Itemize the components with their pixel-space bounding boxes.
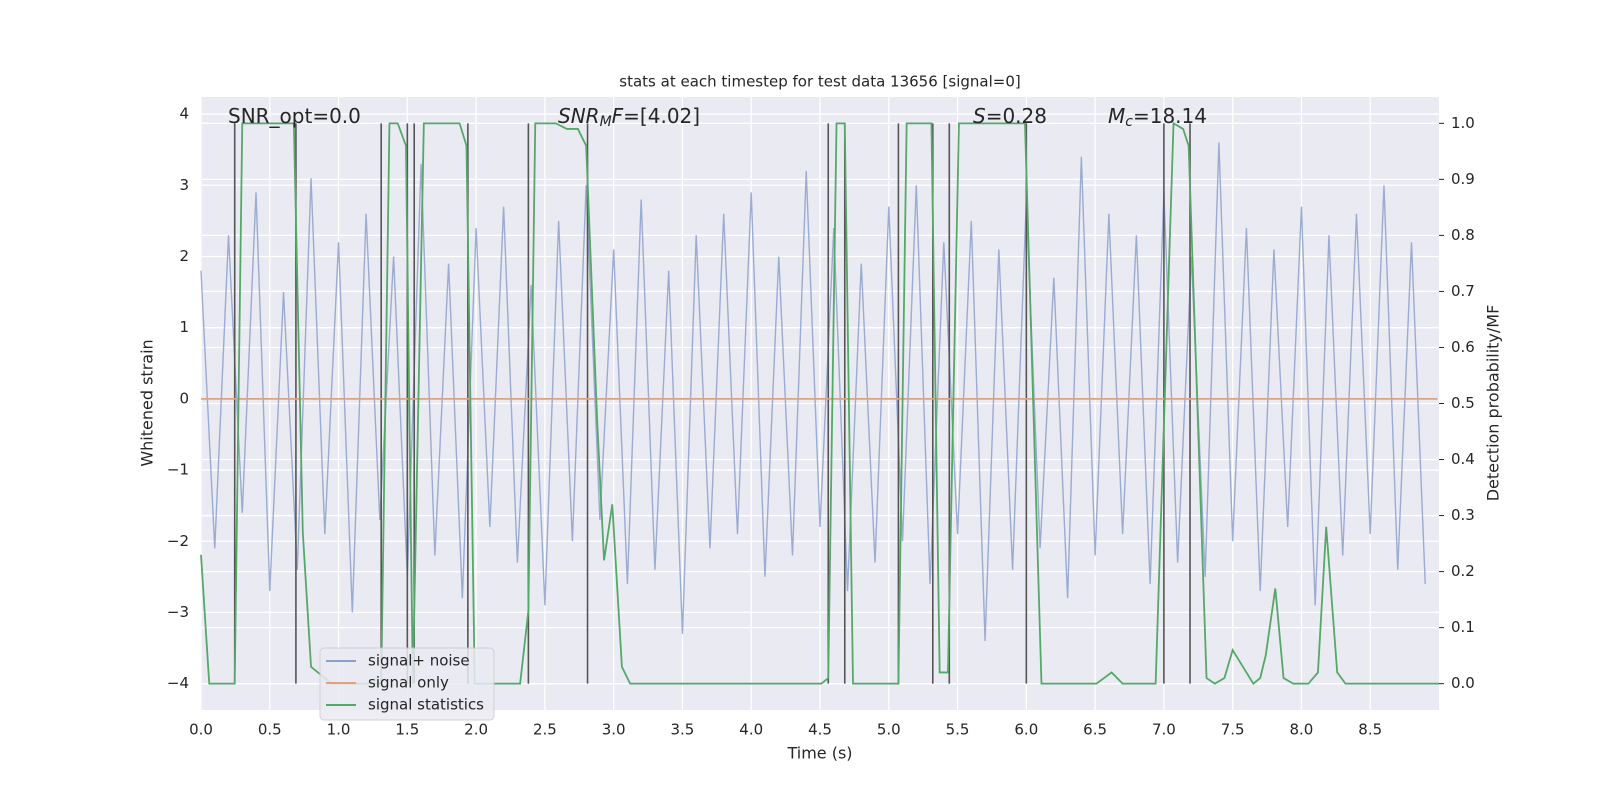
y2-tick-label: 0.1 [1451, 618, 1475, 636]
legend: signal+ noise signal only signal statistic… [319, 647, 495, 721]
y-tick-label: 2 [179, 247, 189, 265]
x-tick-label: 7.5 [1221, 721, 1245, 739]
annotation-part: c [1125, 114, 1133, 130]
y-tick-label: 3 [179, 176, 189, 194]
x-tick-label: 3.5 [671, 721, 695, 739]
x-tick-label: 7.0 [1152, 721, 1176, 739]
y2-tick-label: 0.4 [1451, 450, 1475, 468]
legend-label: signal statistics [368, 696, 484, 714]
y-tick-label: −1 [167, 461, 189, 479]
y-tick-label: −2 [167, 532, 189, 550]
y2-tick-label: 0.6 [1451, 338, 1475, 356]
chart-title: stats at each timestep for test data 136… [619, 73, 1020, 91]
y2-tick-label: 0.5 [1451, 394, 1475, 412]
annotation-part: M [1108, 104, 1125, 128]
marks [200, 121, 1439, 686]
y-tick-label: 1 [179, 318, 189, 336]
y2-axis-label: Detection probability/MF [1484, 305, 1503, 502]
x-tick-label: 5.0 [877, 721, 901, 739]
x-tick-label: 2.0 [464, 721, 488, 739]
annotation-part: F [612, 104, 624, 128]
x-tick-label: 5.5 [946, 721, 970, 739]
annotation: SNR_opt=0.0 [228, 104, 361, 128]
y-tick-label: −3 [167, 603, 189, 621]
annotation-part: =18.14 [1133, 104, 1207, 128]
legend-label: signal+ noise [368, 652, 470, 670]
x-tick-label: 6.5 [1083, 721, 1107, 739]
x-axis-label: Time (s) [786, 744, 852, 763]
legend-box [319, 647, 495, 721]
y2-tick-label: 1.0 [1451, 114, 1475, 132]
annotation-part: SNR_opt=0.0 [228, 104, 361, 128]
annotation-part: =0.28 [986, 104, 1047, 128]
annotation-part: S [973, 104, 986, 128]
x-tick-label: 1.5 [395, 721, 419, 739]
annotation-part: =[4.02] [623, 104, 700, 128]
y-axis-label: Whitened strain [138, 339, 157, 466]
annotation: Mc=18.14 [1108, 104, 1207, 131]
y2-tick-label: 0.9 [1451, 170, 1475, 188]
x-tick-label: 0.5 [258, 721, 282, 739]
x-tick-label: 8.5 [1358, 721, 1382, 739]
y-tick-label: 0 [179, 389, 189, 407]
annotation-part: M [600, 114, 612, 130]
y-tick-label: 4 [179, 105, 189, 123]
x-tick-label: 8.0 [1290, 721, 1314, 739]
x-tick-label: 4.5 [808, 721, 832, 739]
annotation: S=0.28 [973, 104, 1047, 128]
y2-tick-label: 0.0 [1451, 674, 1475, 692]
annotation: SNRMF=[4.02] [558, 104, 700, 131]
x-tick-label: 3.0 [602, 721, 626, 739]
x-tick-label: 0.0 [189, 721, 213, 739]
x-tick-label: 4.0 [739, 721, 763, 739]
legend-label: signal only [368, 674, 449, 692]
x-tick-label: 1.0 [327, 721, 351, 739]
y2-tick-label: 0.2 [1451, 562, 1475, 580]
x-tick-label: 2.5 [533, 721, 557, 739]
y2-tick-label: 0.3 [1451, 506, 1475, 524]
x-tick-label: 6.0 [1014, 721, 1038, 739]
y-tick-label: −4 [167, 674, 189, 692]
series-line [200, 121, 1439, 686]
y2-tick-label: 0.8 [1451, 226, 1475, 244]
annotations: SNR_opt=0.0 SNRMF=[4.02] S=0.28 Mc=18.14 [228, 104, 1207, 131]
y2-tick-label: 0.7 [1451, 282, 1475, 300]
series-line [200, 142, 1426, 641]
annotation-part: SNR [558, 104, 600, 128]
